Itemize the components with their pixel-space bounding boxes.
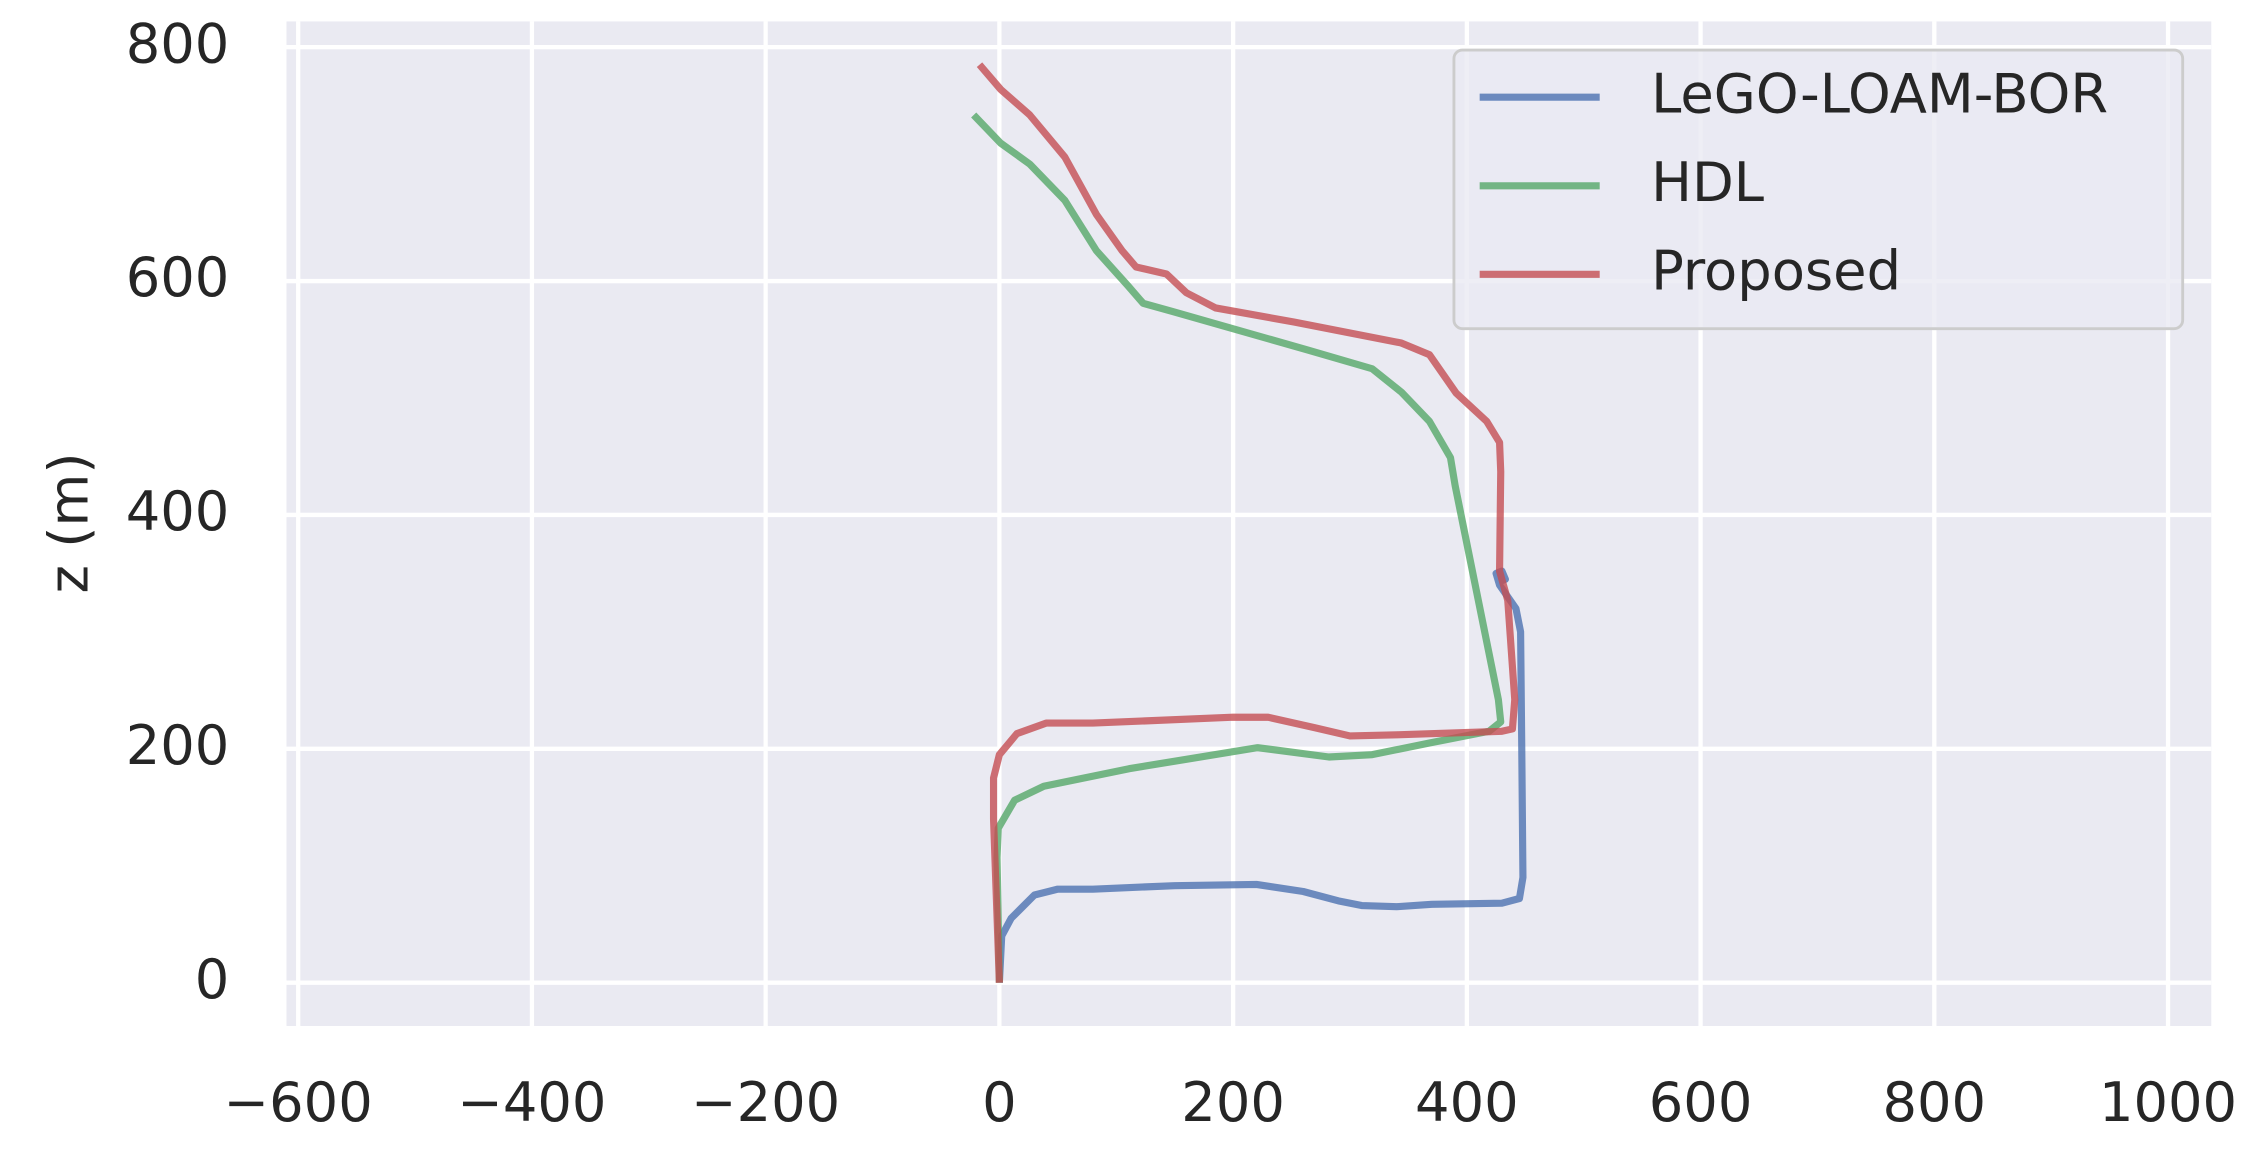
x-tick-label: 600 (1649, 1071, 1753, 1134)
x-tick-label: 800 (1882, 1071, 1986, 1134)
trajectory-line (976, 62, 1519, 983)
x-tick-label: −600 (224, 1071, 373, 1134)
y-axis-label: z (m) (37, 452, 100, 593)
x-tick-label: 200 (1181, 1071, 1285, 1134)
y-tick-label: 0 (195, 948, 230, 1011)
x-tick-label: 400 (1415, 1071, 1519, 1134)
legend-box (1452, 48, 2185, 331)
legend-label: Proposed (1651, 239, 1901, 302)
legend-label: LeGO-LOAM-BOR (1651, 62, 2108, 125)
x-tick-label: −400 (457, 1071, 606, 1134)
x-tick-label: 0 (982, 1071, 1017, 1134)
x-tick-label: −200 (691, 1071, 840, 1134)
y-tick-label: 200 (126, 714, 230, 777)
trajectory-line (971, 112, 1505, 983)
y-tick-label: 800 (126, 12, 230, 75)
y-tick-label: 400 (126, 480, 230, 543)
y-tick-label: 600 (126, 246, 230, 309)
x-tick-label: 1000 (2099, 1071, 2237, 1134)
legend-label: HDL (1651, 151, 1764, 214)
